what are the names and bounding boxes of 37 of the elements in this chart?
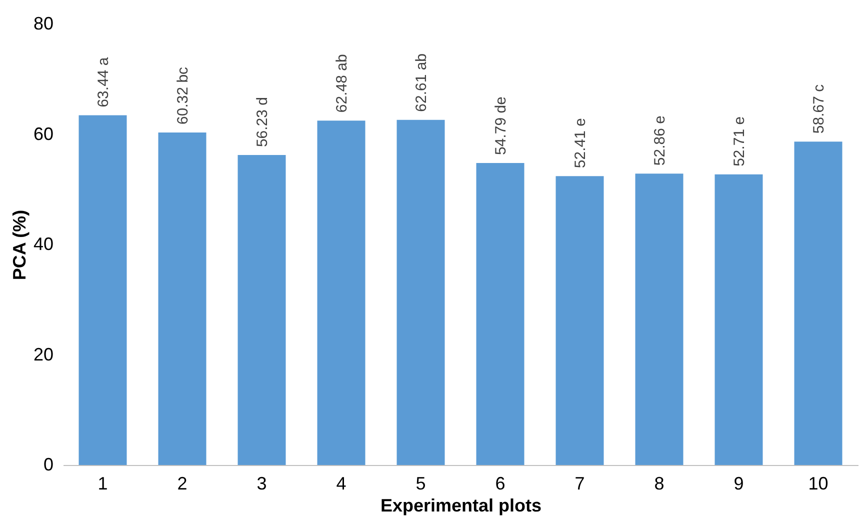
data-label: 62.61 ab [412,53,430,112]
y-tick-label: 0 [43,454,54,474]
data-label: 63.44 a [94,56,112,108]
x-tick-label: 2 [177,474,188,494]
bar [556,176,604,465]
data-label: 58.67 c [810,84,828,134]
bar [396,120,445,465]
x-tick-label: 3 [256,474,267,494]
x-tick-label: 6 [495,474,506,494]
data-label: 60.32 bc [174,66,192,124]
data-label: 52.71 e [730,116,748,166]
x-tick-label: 7 [574,474,585,494]
bar [78,115,127,465]
y-tick-label: 40 [33,234,54,254]
x-tick-label: 8 [654,474,664,494]
bar [238,155,286,465]
bar [158,132,206,465]
bar [476,162,524,465]
data-label: 52.86 e [651,116,668,166]
bar [317,120,366,465]
y-tick-label: 80 [33,14,54,34]
y-tick-label: 20 [33,344,54,364]
x-tick-label: 5 [416,474,426,494]
bar [794,142,842,465]
bar [635,174,684,465]
x-tick-label: 10 [808,474,828,494]
bar [714,174,763,465]
x-tick-label: 1 [98,474,108,494]
data-label: 56.23 d [254,96,271,148]
x-tick-label: 4 [336,474,346,494]
x-tick-label: 9 [734,474,744,494]
data-label: 52.41 e [572,118,589,168]
data-label: 62.48 ab [333,54,350,113]
y-tick-label: 60 [33,124,54,144]
x-axis-title: Experimental plots [380,496,542,516]
data-label: 54.79 de [492,96,510,155]
y-axis-title: PCA (%) [9,210,30,280]
